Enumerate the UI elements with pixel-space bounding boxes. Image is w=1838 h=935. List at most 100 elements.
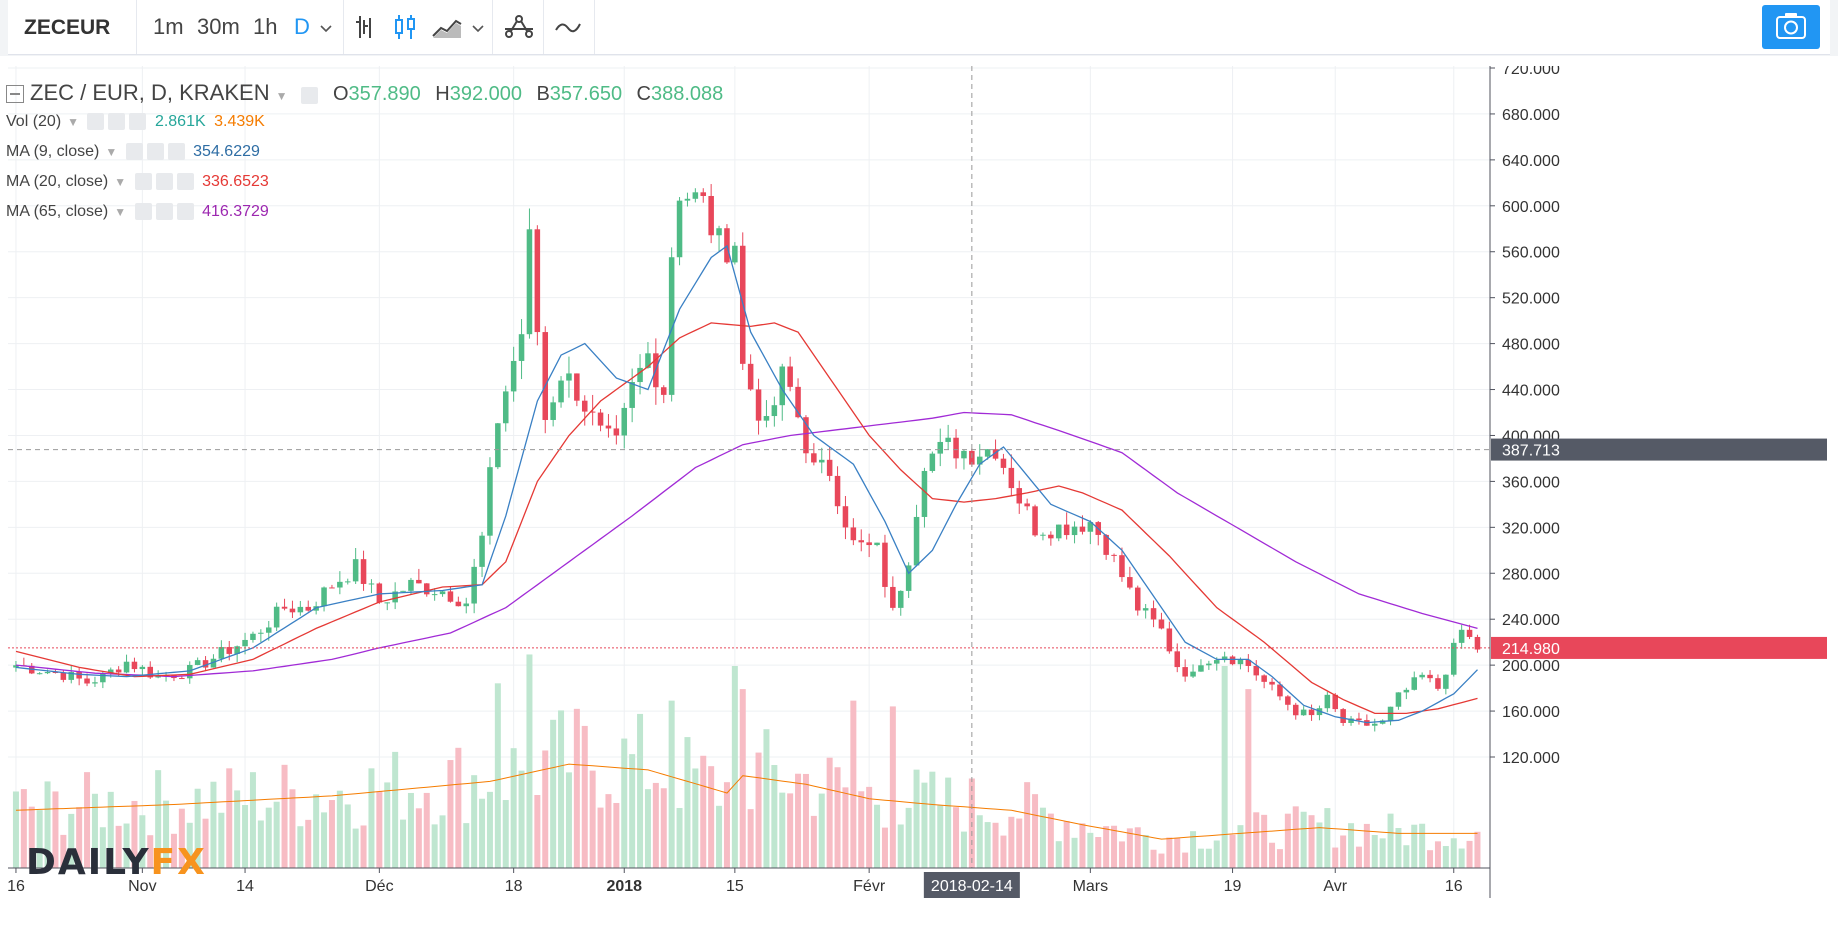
compare-icon[interactable] — [553, 12, 583, 42]
candle-body — [305, 606, 312, 611]
volume-bar — [91, 793, 98, 868]
chevron-down-icon[interactable]: ▼ — [275, 88, 288, 103]
candle-body — [1024, 503, 1030, 507]
chart-area[interactable]: 120.000 160.000 200.000 240.000 280.000 320.0… — [8, 66, 1830, 933]
close-icon[interactable] — [176, 203, 194, 221]
candle-body — [605, 425, 612, 429]
volume-bar — [1442, 846, 1449, 868]
time-tick-label: 2018 — [606, 878, 642, 895]
time-tick-label: Avr — [1323, 878, 1347, 895]
close-icon[interactable] — [129, 113, 147, 131]
eye-icon[interactable] — [301, 87, 319, 105]
candle-body — [763, 416, 770, 421]
gear-icon[interactable] — [155, 203, 173, 221]
candle-body — [1450, 642, 1457, 675]
candle-body — [1055, 524, 1062, 539]
snapshot-button[interactable] — [1762, 5, 1820, 49]
legend-main-row: ZEC / EUR, D, KRAKEN ▼ O357.890 H392.000 … — [6, 80, 723, 106]
volume-bar — [905, 807, 912, 868]
price-chart[interactable]: 120.000 160.000 200.000 240.000 280.000 320.0… — [8, 66, 1830, 933]
collapse-icon[interactable] — [6, 84, 24, 103]
volume-bar — [1229, 834, 1236, 868]
crosshair-price-label: 387.713 — [1502, 443, 1560, 460]
volume-bar — [242, 805, 249, 868]
last-price-bg — [1491, 636, 1827, 659]
volume-bar — [344, 804, 351, 868]
grid — [8, 66, 1490, 868]
chevron-down-icon[interactable]: ▼ — [67, 114, 80, 129]
close-icon[interactable] — [176, 173, 194, 191]
candle-body — [234, 646, 240, 654]
volume-bar — [1118, 841, 1125, 868]
candle-body — [1229, 656, 1236, 665]
interval-30m-button[interactable]: 30m — [197, 14, 240, 39]
chevron-down-icon[interactable]: ▼ — [114, 204, 127, 219]
gear-icon[interactable] — [146, 143, 164, 161]
chevron-down-icon[interactable] — [316, 14, 336, 44]
indicator-name[interactable]: MA (9, close) — [6, 143, 100, 160]
candle-body — [645, 353, 651, 368]
candle-body — [447, 591, 454, 602]
area-chart-icon[interactable] — [430, 12, 464, 42]
eye-icon[interactable] — [134, 203, 152, 221]
volume-bar — [708, 766, 715, 868]
interval-1h-button[interactable]: 1h — [253, 14, 278, 39]
ohlc-high-label: H — [435, 83, 450, 105]
close-icon[interactable] — [167, 143, 185, 161]
volume-bar — [542, 750, 549, 868]
volume-bar — [115, 825, 122, 868]
indicator-name[interactable]: MA (20, close) — [6, 173, 109, 190]
volume-bar — [463, 823, 470, 868]
gear-icon[interactable] — [108, 113, 126, 131]
symbol-title[interactable]: ZEC / EUR, D, KRAKEN — [30, 80, 270, 105]
candle-body — [826, 459, 833, 476]
volume-bar — [897, 824, 904, 868]
ohlc-open-value: 357.890 — [348, 83, 421, 105]
candle-body — [147, 666, 154, 678]
symbol-label[interactable]: ZECEUR — [24, 16, 111, 39]
volume-bar — [1292, 806, 1299, 868]
volume-bar — [99, 827, 106, 868]
volume-bar — [874, 804, 881, 868]
candle-body — [708, 195, 714, 236]
candle-body — [76, 672, 82, 679]
price-tick-label: 600.000 — [1502, 199, 1560, 216]
candle-body — [1071, 526, 1078, 536]
candle-body — [1308, 709, 1315, 716]
eye-icon[interactable] — [134, 173, 152, 191]
price-tick-label: 200.000 — [1502, 658, 1560, 675]
candle-body — [526, 229, 533, 335]
chevron-down-icon[interactable]: ▼ — [105, 144, 118, 159]
bar-chart-icon[interactable] — [350, 12, 380, 42]
last-price-label: 214.980 — [1502, 641, 1560, 658]
candle-body — [92, 682, 98, 684]
toolbar-separator — [543, 0, 544, 54]
candle-body — [368, 583, 375, 585]
candle-body — [1166, 628, 1173, 652]
candle-body — [882, 542, 888, 587]
crosshair-date-bg — [923, 872, 1020, 898]
indicators-icon[interactable] — [502, 12, 536, 42]
chevron-down-icon[interactable]: ▼ — [114, 174, 127, 189]
candle-body — [1458, 629, 1465, 643]
indicator-name[interactable]: MA (65, close) — [6, 203, 109, 220]
eye-icon[interactable] — [125, 143, 143, 161]
candle-body — [1435, 678, 1441, 689]
chevron-down-icon[interactable] — [468, 14, 488, 44]
candles-icon[interactable] — [390, 12, 420, 42]
candle-body — [13, 665, 19, 668]
volume-bar — [60, 834, 67, 868]
candle-body — [1395, 692, 1402, 707]
interval-1m-button[interactable]: 1m — [153, 14, 184, 39]
eye-icon[interactable] — [87, 113, 105, 131]
volume-bar — [763, 729, 770, 868]
interval-d-button[interactable]: D — [294, 14, 310, 39]
candle-body — [131, 661, 138, 670]
volume-bar — [486, 791, 493, 868]
indicator-name[interactable]: Vol (20) — [6, 113, 62, 130]
candle-body — [1411, 677, 1418, 690]
candle-body — [400, 590, 406, 592]
gear-icon[interactable] — [155, 173, 173, 191]
candle-body — [423, 583, 430, 595]
price-tick-label: 120.000 — [1502, 750, 1560, 767]
